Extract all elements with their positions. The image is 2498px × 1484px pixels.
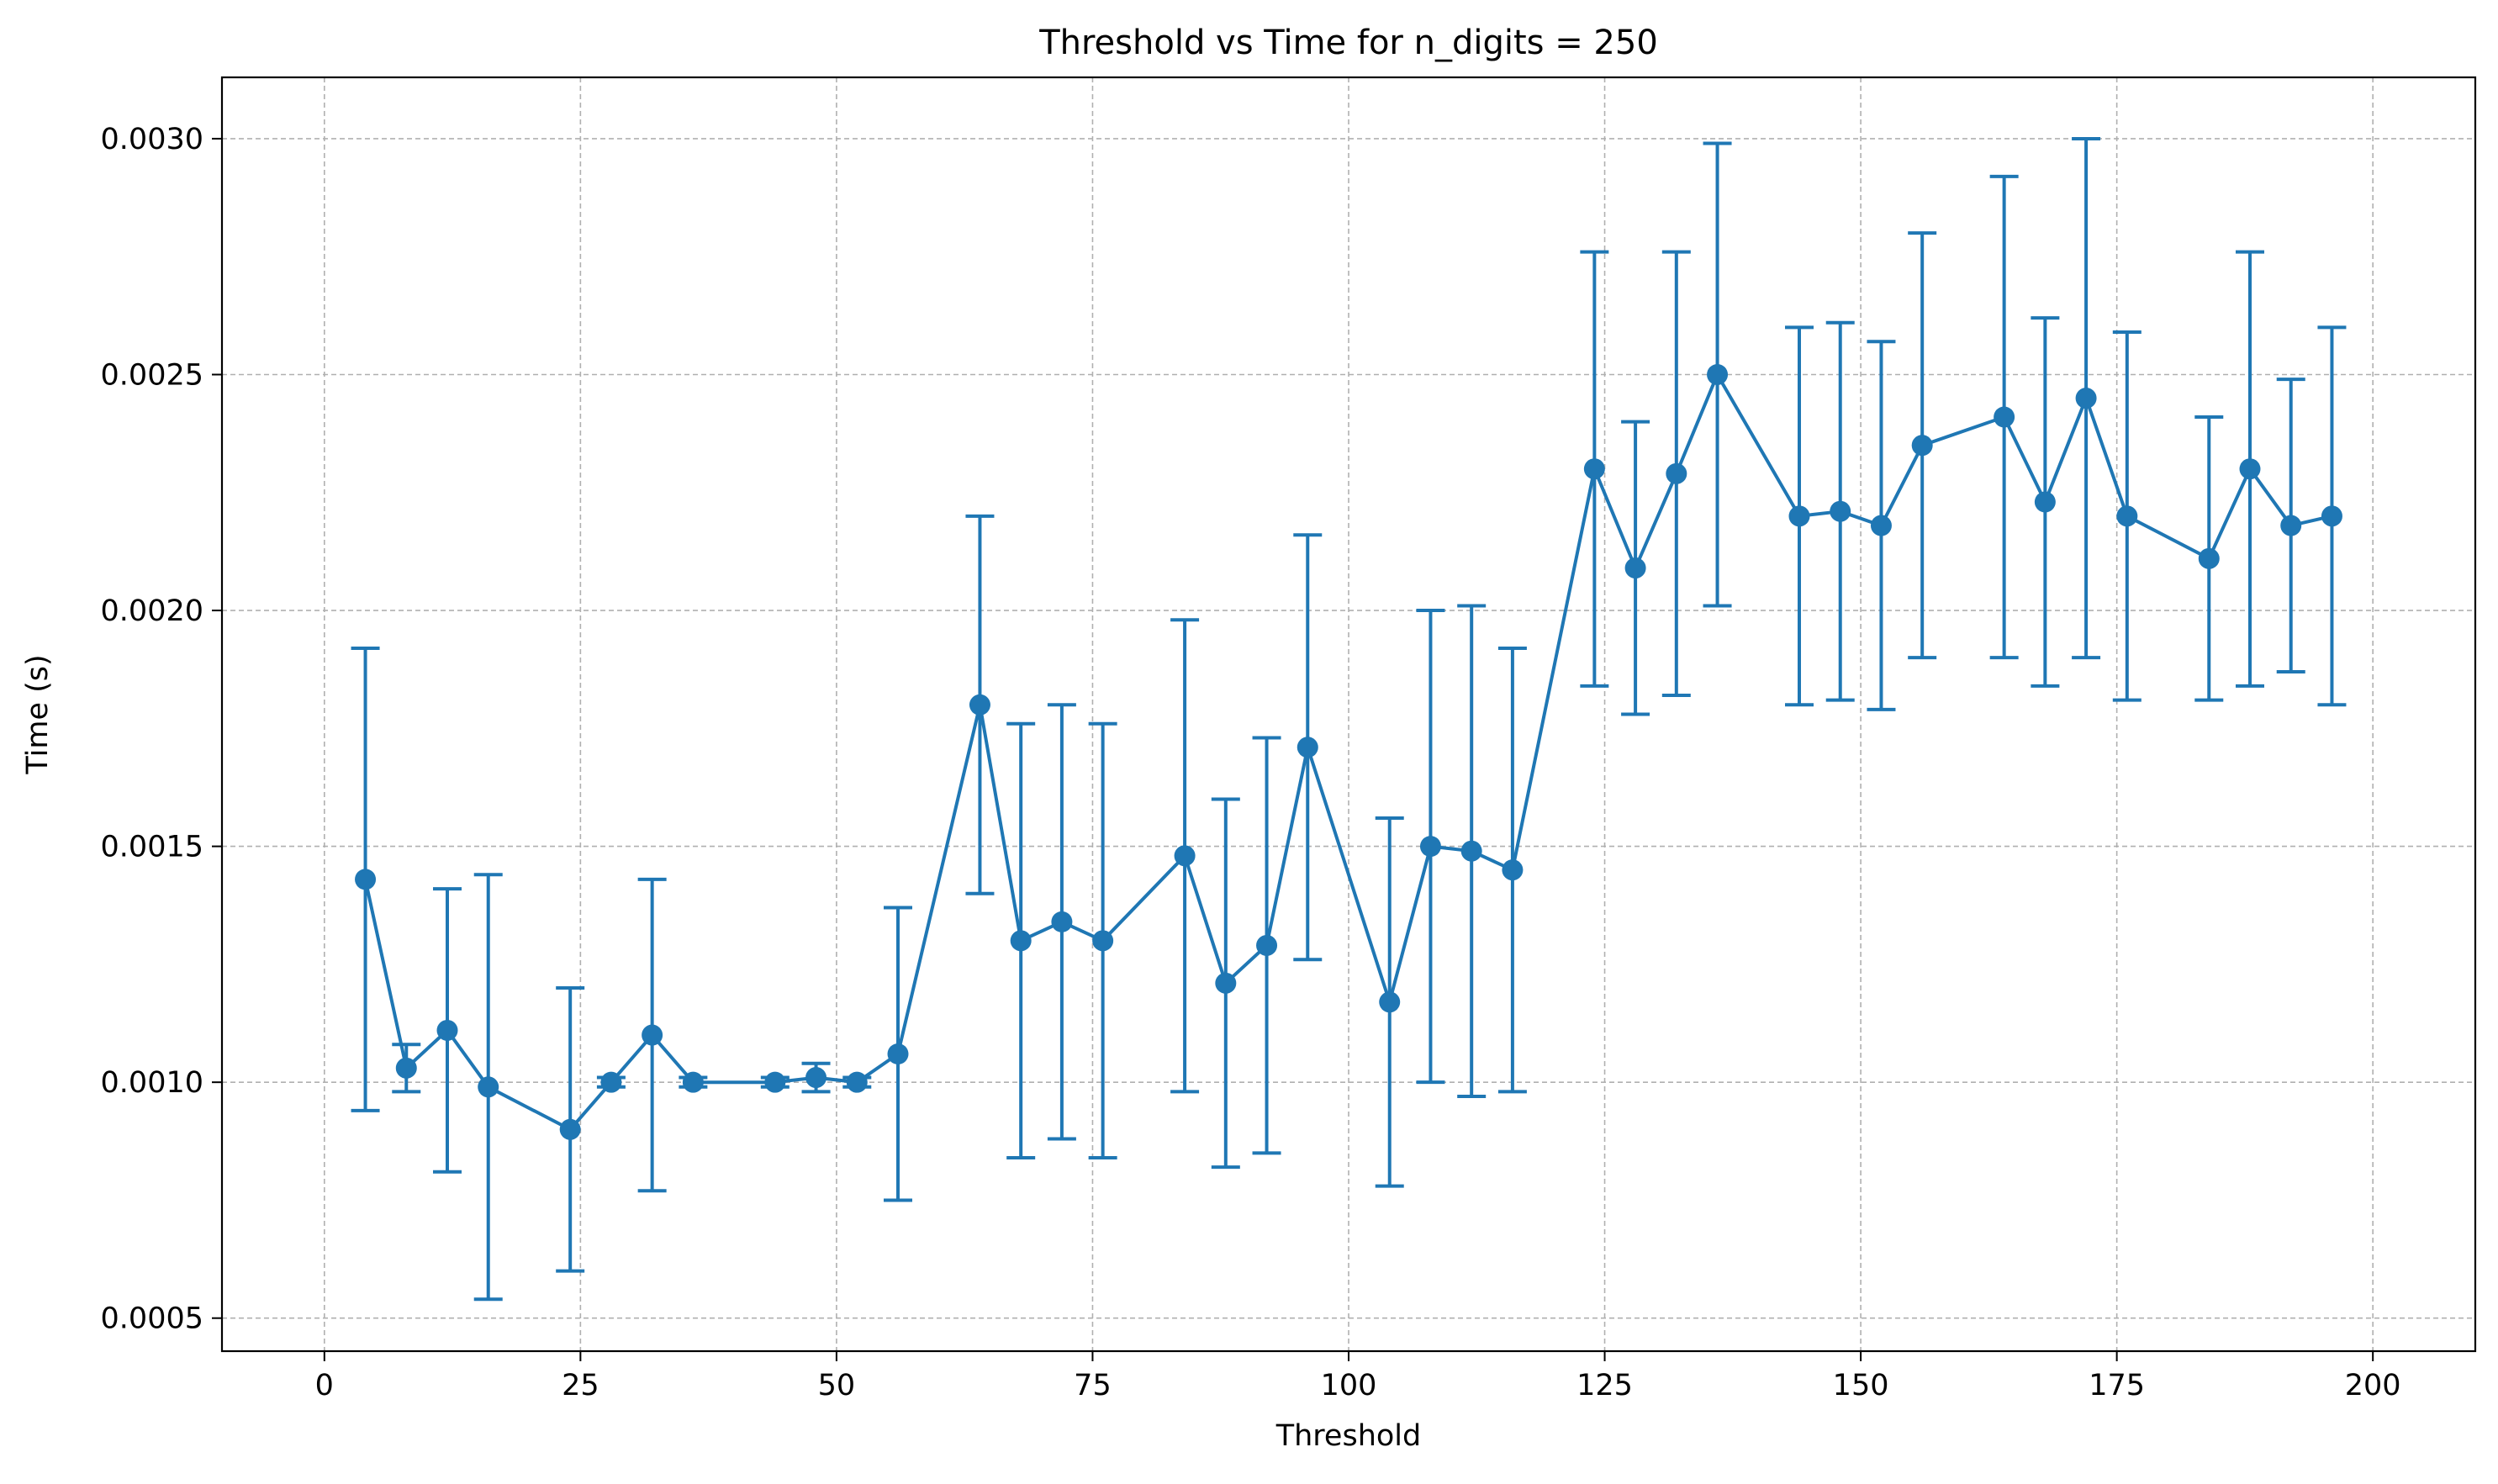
data-point	[1624, 557, 1646, 579]
x-tick-label: 50	[818, 1369, 856, 1402]
chart-title: Threshold vs Time for n_digits = 250	[1038, 24, 1658, 62]
data-point	[764, 1071, 786, 1093]
data-points	[355, 364, 2342, 1140]
data-point	[887, 1043, 909, 1064]
x-tick-label: 150	[1833, 1369, 1889, 1402]
data-point	[600, 1071, 622, 1093]
y-tick-label: 0.0005	[101, 1302, 203, 1336]
data-point	[1051, 911, 1073, 932]
data-point	[2321, 505, 2342, 527]
grid-lines	[222, 77, 2475, 1351]
data-point	[2075, 388, 2097, 409]
data-point	[559, 1118, 581, 1140]
data-point	[2116, 505, 2138, 527]
data-point	[1707, 364, 1729, 385]
data-point	[682, 1071, 704, 1093]
data-point	[2034, 491, 2056, 513]
x-tick-label: 75	[1074, 1369, 1112, 1402]
data-point	[969, 694, 990, 716]
data-point	[1092, 930, 1114, 952]
data-point	[1666, 462, 1687, 484]
x-tick-label: 175	[2089, 1369, 2145, 1402]
data-point	[436, 1019, 458, 1041]
y-tick-label: 0.0025	[101, 359, 203, 393]
data-point	[1379, 991, 1401, 1013]
error-bars	[351, 136, 2347, 1302]
data-point	[1502, 859, 1524, 881]
data-point	[1788, 505, 1810, 527]
x-tick-label: 200	[2345, 1369, 2401, 1402]
data-point	[1256, 934, 1278, 956]
y-tick-label: 0.0010	[101, 1066, 203, 1100]
x-tick-label: 100	[1321, 1369, 1377, 1402]
data-point	[1297, 737, 1318, 758]
data-point	[355, 869, 377, 890]
data-point	[642, 1024, 663, 1046]
y-axis-label: Time (s)	[21, 654, 55, 774]
series-polyline	[363, 372, 2332, 1132]
data-point	[1994, 406, 2015, 428]
data-point	[1911, 435, 1933, 457]
plot-frame	[220, 76, 2477, 1353]
axis-ticks: 0 25 50 75 100 125 150 175 200 0.0005 0.0010 0.0015…	[101, 123, 2401, 1402]
data-point	[2280, 515, 2302, 536]
data-point	[1419, 836, 1441, 858]
data-point	[2239, 458, 2261, 480]
y-tick-label: 0.0030	[101, 123, 203, 156]
x-axis-label: Threshold	[1275, 1419, 1422, 1453]
data-point	[1174, 845, 1196, 867]
data-point	[805, 1067, 827, 1089]
series-line	[363, 372, 2332, 1132]
data-point	[1010, 930, 1032, 952]
data-point	[1870, 515, 1892, 536]
x-tick-label: 0	[315, 1369, 334, 1402]
data-point	[395, 1057, 417, 1079]
x-tick-label: 25	[562, 1369, 599, 1402]
data-point	[478, 1076, 499, 1098]
data-point	[846, 1071, 868, 1093]
data-point	[1583, 458, 1605, 480]
y-tick-label: 0.0020	[101, 594, 203, 628]
data-point	[1215, 972, 1237, 994]
data-point	[1460, 840, 1482, 862]
data-point	[2198, 547, 2220, 569]
y-tick-label: 0.0015	[101, 831, 203, 864]
x-tick-label: 125	[1576, 1369, 1633, 1402]
data-point	[1830, 500, 1851, 522]
